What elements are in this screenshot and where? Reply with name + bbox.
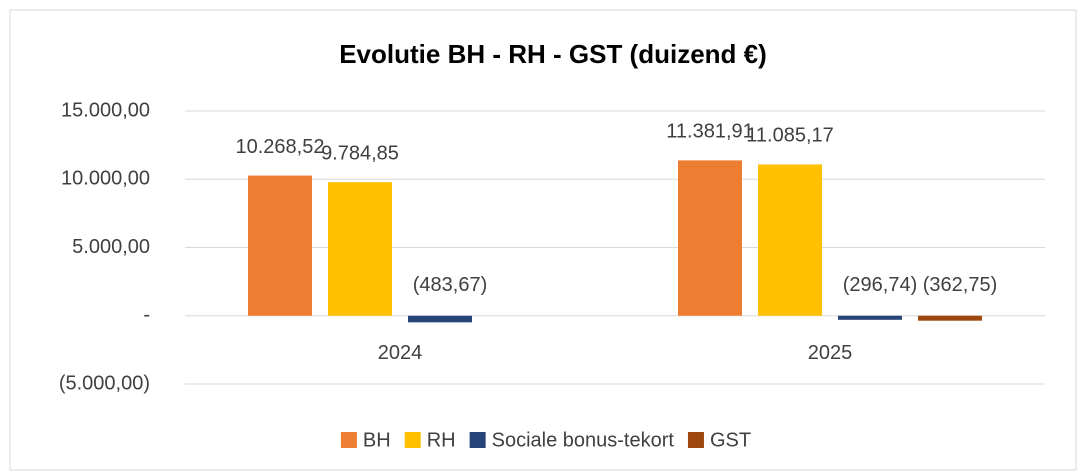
y-tick-label: 10.000,00 (61, 168, 150, 190)
legend-label: RH (427, 429, 456, 451)
x-tick-label: 2024 (378, 342, 423, 364)
y-tick-label: 15.000,00 (61, 99, 150, 121)
legend-label: GST (710, 429, 751, 451)
bar (248, 175, 312, 316)
chart-frame (9, 9, 1077, 471)
bar (758, 164, 822, 316)
legend-label: Sociale bonus-tekort (492, 429, 675, 451)
bar (328, 182, 392, 316)
y-tick-label: - (143, 304, 150, 326)
bar (918, 315, 982, 321)
y-tick-label: 5.000,00 (72, 236, 150, 258)
y-tick-label: (5.000,00) (59, 372, 150, 394)
data-label: (483,67) (413, 274, 488, 296)
bar (838, 315, 902, 320)
data-label: 11.085,17 (746, 125, 834, 147)
bar (678, 160, 742, 316)
chart-title: Evolutie BH - RH - GST (duizend €) (339, 39, 767, 69)
legend-swatch (687, 432, 704, 448)
legend-label: BH (363, 429, 391, 451)
data-label: (362,75) (923, 274, 998, 296)
data-label: 10.268,52 (236, 136, 325, 158)
x-tick-label: 2025 (808, 342, 853, 364)
data-label: (296,74) (843, 274, 918, 296)
data-label: 11.381,91 (666, 121, 754, 143)
legend-swatch (340, 432, 357, 448)
legend-swatch (469, 432, 486, 448)
bar (408, 315, 472, 323)
data-label: 9.784,85 (321, 142, 399, 164)
legend-swatch (404, 432, 421, 448)
